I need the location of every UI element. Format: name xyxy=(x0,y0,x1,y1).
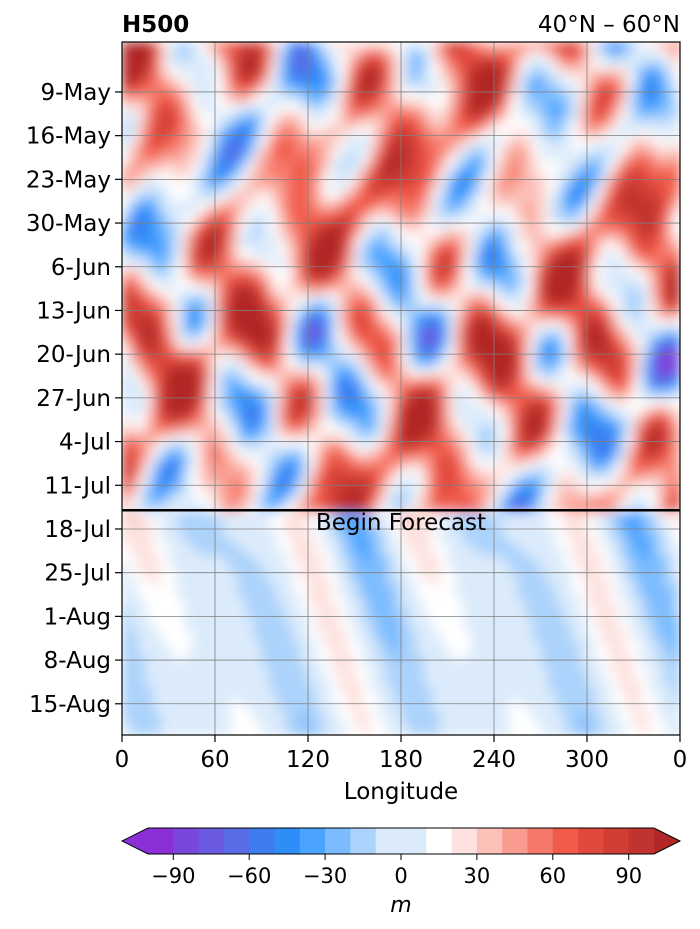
colorbar-segment xyxy=(350,828,377,854)
y-tick-label: 16-May xyxy=(26,124,111,150)
y-tick-label: 8-Aug xyxy=(44,648,111,674)
colorbar-segment xyxy=(552,828,579,854)
anomaly-field xyxy=(122,42,680,735)
colorbar-tick-label: 90 xyxy=(615,864,642,888)
colorbar-segment xyxy=(628,828,655,854)
colorbar-segment xyxy=(223,828,250,854)
colorbar-segment xyxy=(173,828,199,854)
colorbar-segment xyxy=(502,828,528,854)
y-tick-label: 20-Jun xyxy=(36,342,111,368)
colorbar: −90 −60 −30 0 30 60 90 xyxy=(120,827,682,888)
colorbar-segment xyxy=(148,828,174,854)
colorbar-segment xyxy=(476,828,503,854)
y-tick-label: 11-Jul xyxy=(44,473,111,499)
x-tick-label: 60 xyxy=(200,747,229,773)
y-tick-label: 1-Aug xyxy=(44,604,111,630)
y-tick-label: 23-May xyxy=(26,167,111,193)
x-axis-label: Longitude xyxy=(344,779,458,805)
colorbar-segment xyxy=(603,828,630,854)
colorbar-segment xyxy=(426,828,452,854)
colorbar-segment xyxy=(249,828,275,854)
colorbar-tick-label: −90 xyxy=(151,864,195,888)
x-tick-label: 120 xyxy=(286,747,330,773)
begin-forecast-label: Begin Forecast xyxy=(316,510,486,536)
colorbar-segment xyxy=(274,828,301,854)
colorbar-tick-label: 0 xyxy=(394,864,407,888)
colorbar-segment xyxy=(578,828,604,854)
x-tick-label: 180 xyxy=(379,747,423,773)
chart-title-left: H500 xyxy=(122,12,189,38)
colorbar-segment xyxy=(198,828,225,854)
x-axis: 0 60 120 180 240 300 0 xyxy=(115,735,688,773)
y-tick-label: 4-Jul xyxy=(59,430,111,456)
y-tick-label: 9-May xyxy=(41,80,111,106)
y-tick-label: 15-Aug xyxy=(29,692,111,718)
colorbar-segment xyxy=(375,828,427,854)
colorbar-segment xyxy=(325,828,351,854)
colorbar-tick-label: −30 xyxy=(303,864,347,888)
y-tick-label: 6-Jun xyxy=(51,255,111,281)
y-axis: 9-May 16-May 23-May 30-May 6-Jun 13-Jun 20-Jun… xyxy=(26,80,122,718)
colorbar-segment xyxy=(299,828,326,854)
x-tick-label: 240 xyxy=(472,747,516,773)
colorbar-tick-label: 30 xyxy=(464,864,491,888)
plot-area: Begin Forecast xyxy=(121,41,681,736)
colorbar-tick-label: −60 xyxy=(227,864,271,888)
colorbar-segment xyxy=(527,828,554,854)
y-tick-label: 27-Jun xyxy=(36,386,111,412)
chart-title-right: 40°N – 60°N xyxy=(538,12,680,38)
x-tick-label: 300 xyxy=(565,747,609,773)
x-tick-label: 0 xyxy=(673,747,688,773)
colorbar-outline xyxy=(120,827,682,855)
y-tick-label: 25-Jul xyxy=(44,561,111,587)
y-tick-label: 13-Jun xyxy=(36,298,111,324)
x-tick-label: 0 xyxy=(115,747,130,773)
colorbar-segment xyxy=(451,828,478,854)
colorbar-extend-high xyxy=(654,828,680,854)
y-tick-label: 18-Jul xyxy=(44,517,111,543)
colorbar-extend-low xyxy=(122,828,148,854)
colorbar-tick-label: 60 xyxy=(539,864,566,888)
y-tick-label: 30-May xyxy=(26,211,111,237)
colorbar-label: m xyxy=(390,893,411,918)
